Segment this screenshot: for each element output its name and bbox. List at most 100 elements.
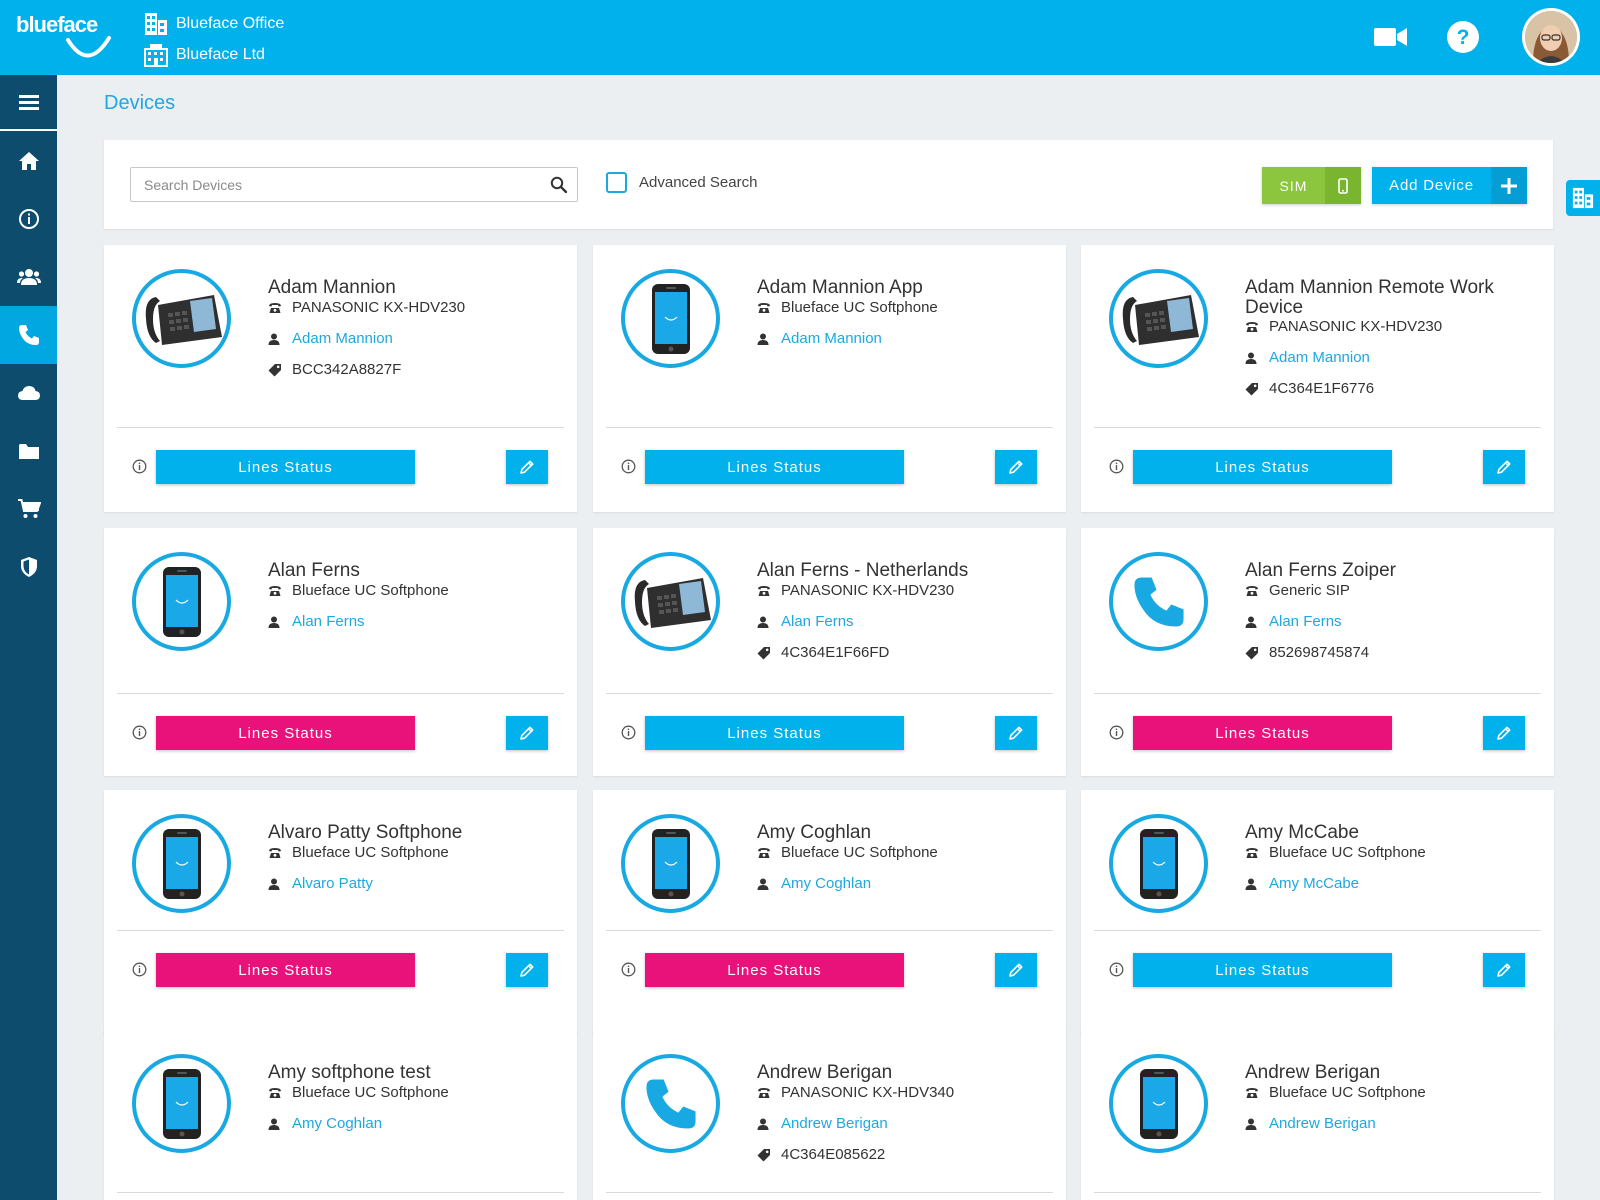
search-input[interactable] (131, 168, 531, 201)
device-user-link[interactable]: Alan Ferns (1269, 613, 1342, 630)
user-avatar[interactable] (1522, 8, 1580, 66)
device-user-link[interactable]: Adam Mannion (781, 330, 882, 347)
info-icon[interactable] (1109, 725, 1124, 745)
info-icon[interactable] (1109, 962, 1124, 982)
device-name[interactable]: Andrew Berigan (1245, 1062, 1381, 1083)
device-card[interactable]: Alan Ferns Zoiper Generic SIP Alan Ferns 85… (1081, 528, 1554, 776)
info-icon[interactable] (621, 962, 636, 982)
device-name[interactable]: Adam Mannion Remote Work Device (1245, 277, 1494, 318)
info-icon[interactable] (1109, 459, 1124, 479)
pencil-icon (1008, 725, 1024, 741)
device-user-link[interactable]: Adam Mannion (1269, 349, 1370, 366)
lines-status-button[interactable]: Lines Status (645, 953, 904, 987)
edit-device-button[interactable] (506, 716, 548, 750)
lines-status-button[interactable]: Lines Status (645, 716, 904, 750)
device-name[interactable]: Alvaro Patty Softphone (268, 822, 463, 843)
pencil-icon (519, 725, 535, 741)
device-user-link[interactable]: Alan Ferns (781, 613, 854, 630)
device-name[interactable]: Amy softphone test (268, 1062, 431, 1083)
tag-icon (757, 1148, 781, 1162)
info-icon[interactable] (621, 725, 636, 745)
lines-status-button[interactable]: Lines Status (1133, 953, 1392, 987)
lines-status-button[interactable]: Lines Status (156, 450, 415, 484)
device-name[interactable]: Alan Ferns (268, 560, 360, 581)
sidebar-item-devices[interactable] (0, 306, 57, 364)
device-name[interactable]: Andrew Berigan (757, 1062, 893, 1083)
edit-device-button[interactable] (995, 716, 1037, 750)
advanced-search-checkbox[interactable] (606, 172, 627, 193)
device-card[interactable]: Adam Mannion App Blueface UC Softphone Ada… (593, 245, 1066, 512)
sidebar-item-info[interactable] (0, 190, 57, 248)
device-user-link[interactable]: Andrew Berigan (1269, 1115, 1376, 1132)
device-card[interactable]: Alvaro Patty Softphone Blueface UC Softph… (104, 790, 577, 1035)
device-card[interactable]: Amy Coghlan Blueface UC Softphone Amy Cogh… (593, 790, 1066, 1035)
edit-device-button[interactable] (506, 953, 548, 987)
sidebar-item-shop[interactable] (0, 480, 57, 538)
sidebar-item-users[interactable] (0, 248, 57, 306)
edit-device-button[interactable] (995, 953, 1037, 987)
video-camera-icon[interactable] (1374, 24, 1408, 55)
device-user-link[interactable]: Adam Mannion (292, 330, 393, 347)
device-card[interactable]: Andrew Berigan PANASONIC KX-HDV340 Andrew … (593, 1030, 1066, 1200)
device-card[interactable]: Andrew Berigan Blueface UC Softphone Andre… (1081, 1030, 1554, 1200)
handset-icon (645, 1078, 696, 1129)
sidebar-item-cloud[interactable] (0, 364, 57, 422)
device-details: Blueface UC Softphone Alvaro Patty (268, 837, 449, 899)
device-user-link[interactable]: Alan Ferns (292, 613, 365, 630)
lines-status-button[interactable]: Lines Status (645, 450, 904, 484)
blueface-logo[interactable]: blueface (16, 10, 111, 64)
device-details: PANASONIC KX-HDV230 Adam Mannion 4C364E1F6… (1245, 311, 1442, 404)
device-name[interactable]: Amy Coghlan (757, 822, 872, 843)
device-user-row: Amy Coghlan (268, 1108, 449, 1139)
device-name[interactable]: Adam Mannion (268, 277, 396, 298)
device-details: PANASONIC KX-HDV230 Adam Mannion BCC342A88… (268, 292, 465, 385)
device-user-link[interactable]: Amy Coghlan (781, 875, 872, 892)
device-card[interactable]: Alan Ferns - Netherlands PANASONIC KX-HDV… (593, 528, 1066, 776)
sidebar-item-security[interactable] (0, 538, 57, 596)
lines-status-button[interactable]: Lines Status (1133, 716, 1392, 750)
search-icon[interactable] (550, 176, 567, 193)
sidebar-item-home[interactable] (0, 132, 57, 190)
lines-status-button[interactable]: Lines Status (156, 716, 415, 750)
lines-status-button[interactable]: Lines Status (1133, 450, 1392, 484)
device-user-link[interactable]: Amy Coghlan (292, 1115, 383, 1132)
device-card[interactable]: Adam Mannion PANASONIC KX-HDV230 Adam Mann… (104, 245, 577, 512)
lines-status-button[interactable]: Lines Status (156, 953, 415, 987)
edit-device-button[interactable] (1483, 450, 1525, 484)
edit-device-button[interactable] (506, 450, 548, 484)
add-device-button[interactable]: Add Device (1372, 167, 1527, 204)
edit-device-button[interactable] (995, 450, 1037, 484)
org-switcher-tab[interactable] (1566, 180, 1600, 216)
sim-button[interactable]: SIM (1262, 167, 1361, 204)
sidebar-item-files[interactable] (0, 422, 57, 480)
device-name[interactable]: Adam Mannion App (757, 277, 923, 298)
card-divider (117, 1192, 564, 1193)
info-icon[interactable] (132, 962, 147, 982)
device-card[interactable]: Amy softphone test Blueface UC Softphone A… (104, 1030, 577, 1200)
info-icon[interactable] (132, 459, 147, 479)
help-icon[interactable]: ? (1447, 21, 1479, 58)
edit-device-button[interactable] (1483, 716, 1525, 750)
edit-device-button[interactable] (1483, 953, 1525, 987)
device-model: Blueface UC Softphone (292, 1084, 449, 1101)
device-user-link[interactable]: Andrew Berigan (781, 1115, 888, 1132)
info-icon[interactable] (132, 725, 147, 745)
advanced-search-toggle[interactable]: Advanced Search (606, 172, 757, 193)
telephone-icon (757, 302, 781, 314)
device-card[interactable]: Amy McCabe Blueface UC Softphone Amy McCab… (1081, 790, 1554, 1035)
device-name[interactable]: Amy McCabe (1245, 822, 1360, 843)
device-name[interactable]: Alan Ferns - Netherlands (757, 560, 969, 581)
sidebar-menu-toggle[interactable] (0, 75, 57, 131)
org-primary[interactable]: Blueface Office (144, 12, 284, 36)
device-name[interactable]: Alan Ferns Zoiper (1245, 560, 1397, 581)
device-card[interactable]: Adam Mannion Remote Work Device PANASONIC… (1081, 245, 1554, 512)
org-secondary[interactable]: Blueface Ltd (144, 43, 265, 67)
device-card[interactable]: Alan Ferns Blueface UC Softphone Alan Fern… (104, 528, 577, 776)
device-mac-row: 4C364E085622 (757, 1139, 954, 1170)
device-user-link[interactable]: Alvaro Patty (292, 875, 373, 892)
device-model-row: Blueface UC Softphone (1245, 1077, 1426, 1108)
info-icon[interactable] (621, 459, 636, 479)
device-user-row: Andrew Berigan (757, 1108, 954, 1139)
smartphone-icon (162, 566, 201, 637)
device-user-link[interactable]: Amy McCabe (1269, 875, 1360, 892)
